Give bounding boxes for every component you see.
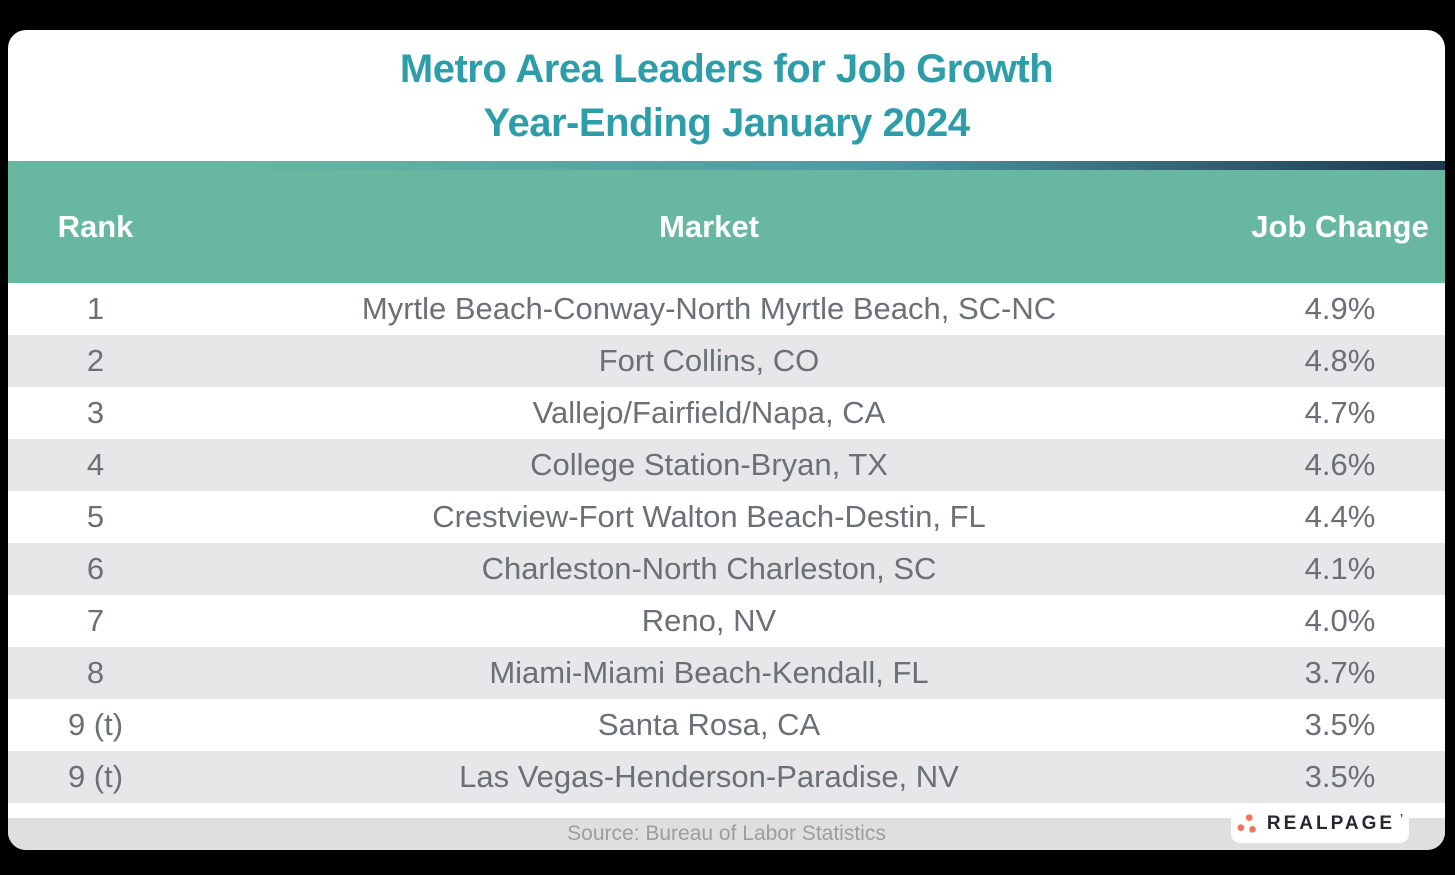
column-header-job-change: Job Change [1251,208,1429,244]
accent-gradient-bar [8,161,1445,170]
realpage-dots-icon [1237,813,1256,833]
realpage-logo: REALPAGE ʼ [1231,803,1409,843]
job-change-cell: 3.5% [1304,759,1376,794]
market-cell: Myrtle Beach-Conway-North Myrtle Beach, … [361,291,1057,326]
job-change-cell: 4.1% [1304,551,1376,586]
title-line-2: Year-Ending January 2024 [483,100,970,145]
realpage-wordmark: REALPAGE [1266,812,1396,834]
job-change-cell: 4.7% [1304,395,1376,430]
footer-bar: Source: Bureau of Labor Statistics [8,818,1445,850]
table-body: 1 Myrtle Beach-Conway-North Myrtle Beach… [8,283,1445,803]
table-row: 9 (t) Las Vegas-Henderson-Paradise, NV 3… [8,751,1445,803]
table-row: 4 College Station-Bryan, TX 4.6% [8,439,1445,491]
column-header-rank: Rank [57,208,134,244]
rank-cell: 5 [86,499,105,534]
table-row: 3 Vallejo/Fairfield/Napa, CA 4.7% [8,387,1445,439]
market-cell: Fort Collins, CO [598,343,820,378]
job-change-cell: 4.4% [1304,499,1376,534]
rank-cell: 8 [86,655,105,690]
table-row: 6 Charleston-North Charleston, SC 4.1% [8,543,1445,595]
market-cell: Las Vegas-Henderson-Paradise, NV [459,759,959,794]
rank-cell: 6 [86,551,105,586]
title-line-1: Metro Area Leaders for Job Growth [399,46,1054,91]
source-note: Source: Bureau of Labor Statistics [567,822,886,845]
job-change-cell: 3.5% [1304,707,1376,742]
table-row: 8 Miami-Miami Beach-Kendall, FL 3.7% [8,647,1445,699]
table-row: 2 Fort Collins, CO 4.8% [8,335,1445,387]
column-header-market: Market [659,208,759,244]
rank-cell: 9 (t) [67,759,124,794]
table-row: 1 Myrtle Beach-Conway-North Myrtle Beach… [8,283,1445,335]
rank-cell: 2 [86,343,105,378]
table-row: 9 (t) Santa Rosa, CA 3.5% [8,699,1445,751]
job-change-cell: 3.7% [1304,655,1376,690]
market-cell: Charleston-North Charleston, SC [481,551,937,586]
table-row: 5 Crestview-Fort Walton Beach-Destin, FL… [8,491,1445,543]
page-title: Metro Area Leaders for Job Growth Year-E… [8,30,1445,161]
table-row: 7 Reno, NV 4.0% [8,595,1445,647]
job-change-cell: 4.6% [1304,447,1376,482]
job-change-cell: 4.0% [1304,603,1376,638]
rank-cell: 3 [86,395,105,430]
job-change-cell: 4.8% [1304,343,1376,378]
market-cell: College Station-Bryan, TX [530,447,888,482]
rank-cell: 4 [86,447,105,482]
market-cell: Miami-Miami Beach-Kendall, FL [489,655,929,690]
rank-cell: 7 [86,603,105,638]
market-cell: Santa Rosa, CA [597,707,821,742]
market-cell: Reno, NV [641,603,777,638]
market-cell: Crestview-Fort Walton Beach-Destin, FL [432,499,986,534]
table-header-row: Rank Market Job Change [8,170,1445,283]
footer-spacer [8,803,1445,818]
trademark-mark: ʼ [1400,812,1404,825]
market-cell: Vallejo/Fairfield/Napa, CA [532,395,886,430]
rank-cell: 1 [86,291,105,326]
job-change-cell: 4.9% [1304,291,1376,326]
rank-cell: 9 (t) [67,707,124,742]
table-card: Metro Area Leaders for Job Growth Year-E… [8,30,1445,850]
